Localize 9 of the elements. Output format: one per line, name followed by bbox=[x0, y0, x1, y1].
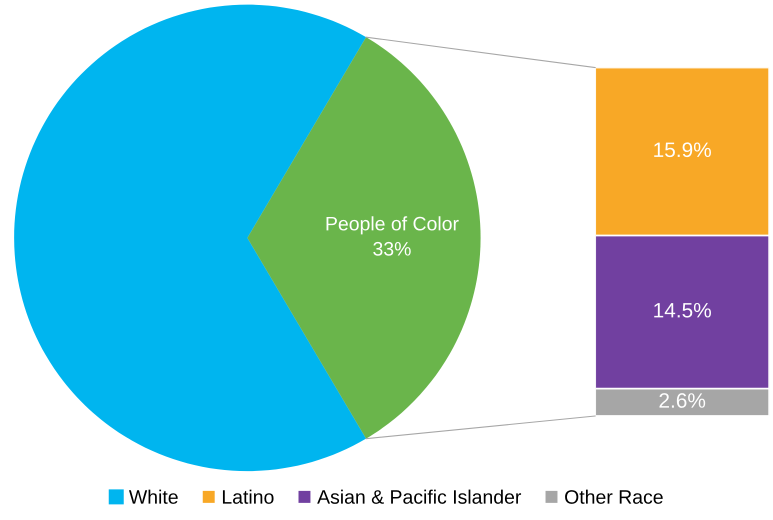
data-label: 15.9% bbox=[654, 142, 711, 158]
legend-label: Latino bbox=[222, 490, 274, 504]
data-label: 33% bbox=[373, 242, 411, 256]
legend-label: Asian & Pacific Islander bbox=[317, 490, 522, 504]
data-label: 14.5% bbox=[654, 302, 711, 318]
legend-label: White bbox=[128, 490, 178, 504]
data-label: 2.6% bbox=[659, 393, 706, 408]
legend-label: Other Race bbox=[565, 490, 663, 504]
slice-label: People of Color bbox=[326, 216, 459, 234]
